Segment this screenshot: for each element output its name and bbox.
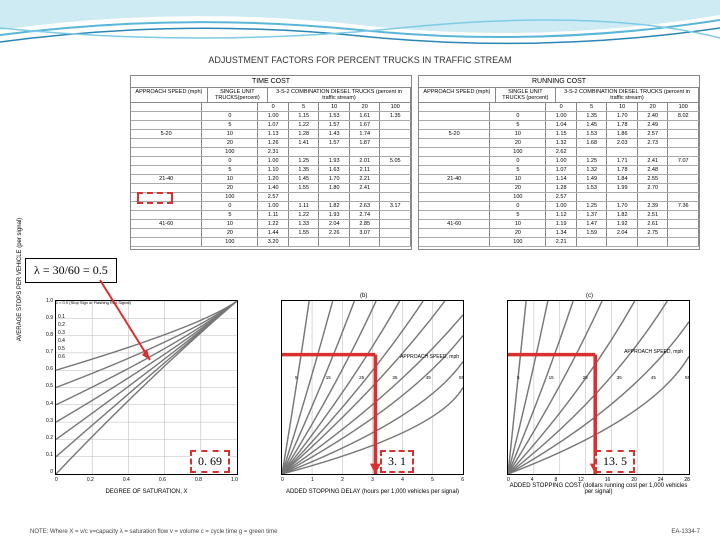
speed-marks: 51525354555 xyxy=(295,375,464,380)
x-ticks: 00.20.40.60.81.0 xyxy=(55,477,238,483)
col-header: APPROACH SPEED (mph) xyxy=(131,88,208,102)
x-ticks: 0123456 xyxy=(281,477,464,483)
speed-marks: 51525354555 xyxy=(517,375,690,380)
chart-a: AVERAGE STOPS PER VEHICLE (per signal) D… xyxy=(25,295,243,505)
lambda-annotation: λ = 30/60 = 0.5 xyxy=(25,258,117,283)
col-header: 3-S-2 COMBINATION DIESEL TRUCKS (percent… xyxy=(268,88,411,102)
col-header: APPROACH SPEED (mph) xyxy=(419,88,496,102)
col-header: SINGLE UNIT TRUCKS (percent) xyxy=(496,88,556,102)
x-ticks: 0481216202428 xyxy=(507,477,690,483)
table-header: RUNNING COST xyxy=(419,76,699,88)
curve-labels: λ = 0.0 (Stop Sign or Flashing Red Signa… xyxy=(58,303,65,361)
value-b: 3. 1 xyxy=(380,450,414,473)
running-cost-table: RUNNING COST APPROACH SPEED (mph) SINGLE… xyxy=(418,75,700,250)
value-a: 0. 69 xyxy=(190,450,230,473)
col-header: SINGLE UNIT TRUCKS(percent) xyxy=(208,88,268,102)
footer-note: NOTE: Where X = v/c v=capacity λ = satur… xyxy=(30,529,277,535)
speed-label-b: APPROACH SPEED, mph xyxy=(400,355,459,361)
charts: AVERAGE STOPS PER VEHICLE (per signal) D… xyxy=(25,295,695,505)
chart-label: (c) xyxy=(586,293,593,299)
chart-b: ADDED STOPPING DELAY (hours per 1,000 ve… xyxy=(251,295,469,505)
doc-id: EA-1334-7 xyxy=(671,529,700,535)
x-axis-label: ADDED STOPPING DELAY (hours per 1,000 ve… xyxy=(281,489,464,495)
table-header: TIME COST xyxy=(131,76,411,88)
chart-c: ADDED STOPPING COST (dollars running cos… xyxy=(477,295,695,505)
factor-tables: TIME COST APPROACH SPEED (mph) SINGLE UN… xyxy=(130,75,700,250)
y-axis-label: AVERAGE STOPS PER VEHICLE (per signal) xyxy=(17,218,23,342)
col-header: 3-S-2 COMBINATION DIESEL TRUCKS (percent… xyxy=(556,88,699,102)
speed-label-c: APPROACH SPEED, mph xyxy=(624,350,683,356)
y-ticks: 1.00.90.80.70.60.50.40.30.20.10 xyxy=(43,298,53,475)
chart-label: (b) xyxy=(360,293,367,299)
time-cost-table: TIME COST APPROACH SPEED (mph) SINGLE UN… xyxy=(130,75,412,250)
value-c: 13. 5 xyxy=(595,450,635,473)
x-axis-label: DEGREE OF SATURATION, X xyxy=(55,489,238,495)
page-title: ADJUSTMENT FACTORS FOR PERCENT TRUCKS IN… xyxy=(0,55,720,65)
wave-header xyxy=(0,0,720,50)
x-axis-label: ADDED STOPPING COST (dollars running cos… xyxy=(507,483,690,495)
